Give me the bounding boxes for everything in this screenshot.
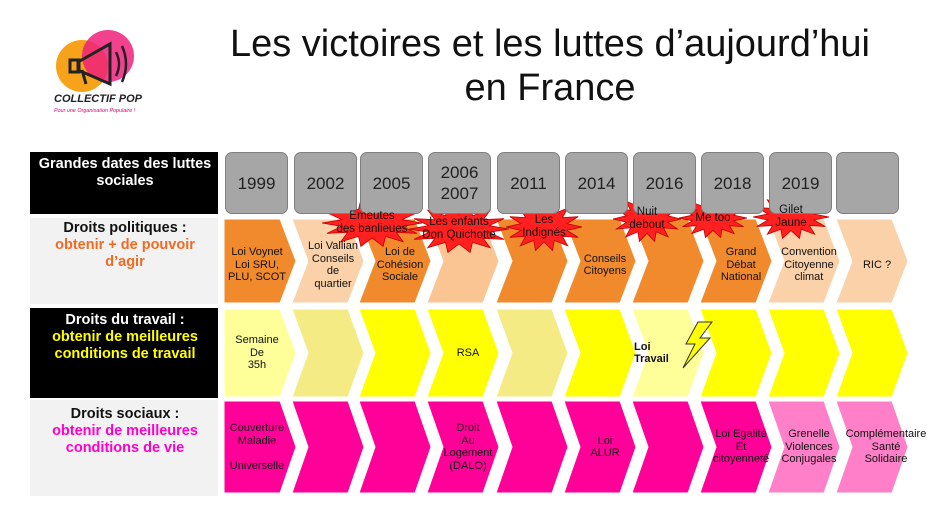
social-chevron-9	[835, 400, 909, 494]
social-chevron-8	[767, 400, 841, 494]
work-chevron-2	[358, 308, 432, 398]
year-box-1: 2002	[294, 152, 357, 214]
social-chevron-4	[495, 400, 569, 494]
social-cell-text-7: Loi Egalité Et citoyenneté	[712, 428, 770, 466]
social-chevron-3	[426, 400, 500, 494]
year-box-5: 2014	[565, 152, 628, 214]
year-box-2: 2005	[360, 152, 423, 214]
social-cell-text-3: Droit Au Logement (DALO)	[443, 422, 493, 472]
header-row-label: Grandes dates des luttes sociales	[38, 156, 212, 189]
title-line-2: en France	[464, 67, 636, 109]
logo-tagline: Pour une Organisation Populaire !	[54, 108, 136, 114]
political-cell-text-8: Convention Citoyenne climat	[781, 246, 837, 284]
collectif-pop-logo: COLLECTIF POP Pour une Organisation Popu…	[54, 30, 143, 114]
year-box-9	[836, 152, 899, 214]
social-chevron-1	[291, 400, 365, 494]
year-box-7: 2018	[701, 152, 764, 214]
political-chevron-9	[835, 218, 909, 304]
work-cell-text-6: Loi Travail	[634, 340, 669, 366]
year-box-3: 2006 2007	[428, 152, 491, 214]
political-cell-text-1: Loi Vallian Conseils de quartier	[308, 240, 358, 290]
work-label-title: Droits du travail :	[65, 312, 185, 328]
political-cell-text-0: Loi Voynet Loi SRU, PLU, SCOT	[227, 246, 287, 284]
political-cell-text-5: Conseils Citoyens	[583, 252, 627, 278]
social-chevron-0	[223, 400, 297, 494]
social-cell-text-9: Complémentaire Santé Solidaire	[845, 428, 927, 466]
title-line-1: Les victoires et les luttes d’aujourd’hu…	[229, 23, 870, 65]
work-row-label: Droits du travail : obtenir de meilleure…	[35, 312, 215, 363]
struggle-label-4: Me too	[695, 211, 731, 224]
struggle-label-0: Emeutes des banlieues	[336, 210, 408, 235]
struggle-label-1: Les enfants Don Quichotte	[422, 216, 496, 241]
social-cell-text-0: Couverture Maladie Universelle	[229, 422, 285, 472]
political-row-label: Droits politiques : obtenir + de pouvoir…	[35, 220, 215, 271]
social-cell-text-5: Loi ALUR	[590, 434, 620, 460]
political-label-sub: obtenir + de pouvoir d’agir	[55, 237, 195, 270]
political-label-title: Droits politiques :	[63, 220, 187, 236]
work-chevron-8	[767, 308, 841, 398]
political-cell-text-2: Loi de Cohésion Sociale	[376, 246, 424, 284]
header-label-bg	[30, 152, 218, 214]
work-chevron-9	[835, 308, 909, 398]
logo-pink-circle	[82, 30, 134, 82]
year-box-6: 2016	[633, 152, 696, 214]
social-row-label: Droits sociaux : obtenir de meilleures c…	[35, 406, 215, 457]
page-title: Les victoires et les luttes d’aujourd’hu…	[170, 22, 930, 110]
work-chevron-6	[631, 308, 705, 398]
political-cell-text-7: Grand Débat National	[720, 246, 762, 284]
lightning-bolt-icon	[682, 321, 713, 369]
social-label-title: Droits sociaux :	[70, 406, 180, 422]
year-box-0: 1999	[225, 152, 288, 214]
political-cell-text-9: RIC ?	[862, 258, 892, 271]
social-cell-text-8: Grenelle Violences Conjugales	[781, 428, 837, 466]
political-chevron-0	[223, 218, 297, 304]
social-label-bg	[30, 400, 218, 496]
work-chevron-3	[426, 308, 500, 398]
megaphone-icon	[68, 41, 128, 87]
struggle-star-2	[505, 202, 583, 252]
social-chevron-7	[699, 400, 773, 494]
work-chevron-1	[291, 308, 365, 398]
political-chevron-7	[699, 218, 773, 304]
year-box-8: 2019	[769, 152, 832, 214]
work-label-bg	[30, 308, 218, 398]
political-chevron-8	[767, 218, 841, 304]
year-box-4: 2011	[497, 152, 560, 214]
work-chevron-4	[495, 308, 569, 398]
work-chevron-0	[223, 308, 297, 398]
social-label-sub: obtenir de meilleures conditions de vie	[52, 423, 198, 456]
social-chevron-6	[631, 400, 705, 494]
struggle-label-3: Nuit debout	[629, 206, 665, 231]
social-chevron-5	[563, 400, 637, 494]
work-cell-text-0: Semaine De 35h	[235, 334, 279, 372]
political-label-bg	[30, 218, 218, 304]
work-chevron-5	[563, 308, 637, 398]
logo-name: COLLECTIF POP	[54, 93, 143, 105]
work-label-sub: obtenir de meilleures conditions de trav…	[52, 329, 198, 362]
social-chevron-2	[358, 400, 432, 494]
work-cell-text-3: RSA	[456, 346, 480, 359]
struggle-label-5: Gilet Jaune	[775, 204, 807, 229]
work-chevron-7	[699, 308, 773, 398]
struggle-label-2: Les Indignés	[522, 214, 566, 239]
